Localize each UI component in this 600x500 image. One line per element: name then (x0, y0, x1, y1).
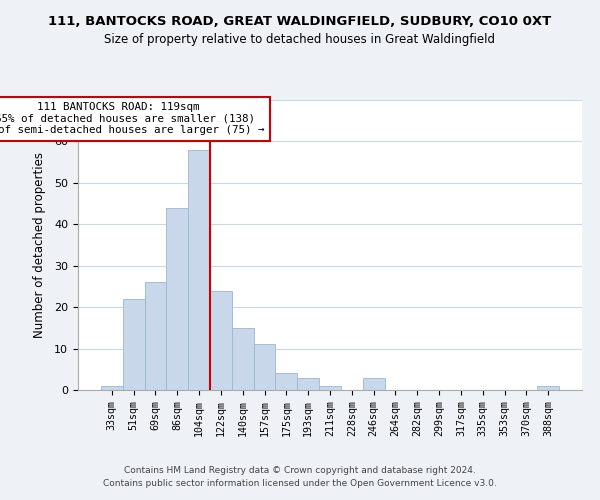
Bar (188, 150, 210, 390)
Text: Contains HM Land Registry data © Crown copyright and database right 2024.
Contai: Contains HM Land Registry data © Crown c… (103, 466, 497, 487)
Y-axis label: Number of detached properties: Number of detached properties (33, 152, 46, 338)
Bar (363, 378, 385, 390)
Bar (319, 386, 341, 390)
Bar (166, 208, 188, 390)
Bar (275, 374, 297, 390)
Bar (101, 386, 123, 390)
Bar (537, 386, 559, 390)
Bar (254, 344, 275, 390)
Bar (232, 328, 254, 390)
Text: Size of property relative to detached houses in Great Waldingfield: Size of property relative to detached ho… (104, 32, 496, 46)
Text: 111, BANTOCKS ROAD, GREAT WALDINGFIELD, SUDBURY, CO10 0XT: 111, BANTOCKS ROAD, GREAT WALDINGFIELD, … (49, 15, 551, 28)
Bar (297, 378, 319, 390)
Bar (145, 282, 166, 390)
Bar (123, 299, 145, 390)
Text: 111 BANTOCKS ROAD: 119sqm
← 65% of detached houses are smaller (138)
35% of semi: 111 BANTOCKS ROAD: 119sqm ← 65% of detac… (0, 102, 265, 136)
Bar (210, 290, 232, 390)
